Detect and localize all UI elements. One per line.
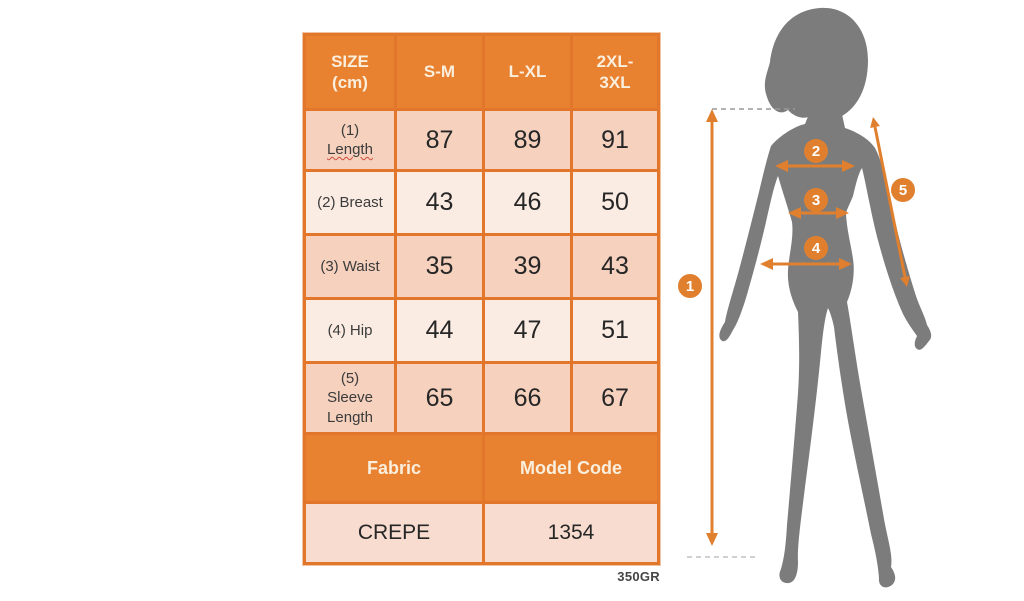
marker-2: 2: [804, 139, 828, 163]
silhouette-body: [719, 110, 932, 588]
size-sm-label: S-M: [423, 62, 456, 82]
value-waist-2xl3xl: 43: [573, 236, 657, 297]
value-hip-2xl3xl: 51: [573, 300, 657, 361]
breast-arrow: [775, 160, 855, 172]
model-code-header: Model Code: [485, 435, 657, 501]
value-breast-sm: 43: [397, 172, 482, 233]
value-length-2xl3xl: 91: [573, 111, 657, 169]
value-hip-lxl: 47: [485, 300, 570, 361]
row-number: (5): [340, 369, 360, 387]
marker-4-label: 4: [812, 240, 821, 257]
value-sleeve-lxl: 66: [485, 364, 570, 432]
measurement-figure: 1 2 3 4 5: [675, 0, 1024, 601]
row-number: (3): [320, 257, 339, 275]
marker-1-label: 1: [686, 278, 694, 295]
size-lxl-label: L-XL: [508, 62, 547, 82]
value-hip-sm: 44: [397, 300, 482, 361]
row-name: Breast: [339, 193, 383, 211]
column-header-sm: S-M: [397, 36, 482, 108]
column-header-lxl: L-XL: [485, 36, 570, 108]
row-name: Length: [327, 141, 373, 158]
weight-note: 350GR: [617, 569, 660, 584]
row-number: (4): [327, 321, 346, 339]
row-label-length: (1) Length: [306, 111, 394, 169]
marker-3-label: 3: [812, 192, 820, 209]
value-sleeve-2xl3xl: 67: [573, 364, 657, 432]
row-label-hip: (4) Hip: [306, 300, 394, 361]
marker-3: 3: [804, 188, 828, 212]
size-unit-label: SIZE (cm): [331, 51, 369, 92]
row-name: Waist: [342, 257, 380, 275]
column-header-2xl3xl: 2XL-3XL: [573, 36, 657, 108]
value-waist-sm: 35: [397, 236, 482, 297]
row-name: Hip: [349, 321, 373, 339]
model-code-value: 1354: [485, 504, 657, 562]
row-label-waist: (3) Waist: [306, 236, 394, 297]
value-waist-lxl: 39: [485, 236, 570, 297]
column-header-size-unit: SIZE (cm): [306, 36, 394, 108]
hip-arrow: [760, 258, 852, 270]
value-breast-2xl3xl: 50: [573, 172, 657, 233]
marker-4: 4: [804, 236, 828, 260]
fabric-value: CREPE: [306, 504, 482, 562]
value-length-lxl: 89: [485, 111, 570, 169]
marker-2-label: 2: [812, 143, 820, 160]
marker-5: 5: [891, 178, 915, 202]
fabric-header: Fabric: [306, 435, 482, 501]
value-sleeve-sm: 65: [397, 364, 482, 432]
row-label-sleeve-length: (5) Sleeve Length: [306, 364, 394, 432]
value-length-sm: 87: [397, 111, 482, 169]
marker-5-label: 5: [899, 182, 907, 199]
row-number: (1): [340, 121, 360, 139]
marker-1: 1: [678, 274, 702, 298]
row-number: (2): [317, 193, 336, 211]
length-arrow: [706, 109, 718, 546]
row-label-breast: (2) Breast: [306, 172, 394, 233]
female-silhouette-diagram: 1 2 3 4 5: [678, 7, 932, 588]
size-chart-table: SIZE (cm) S-M L-XL 2XL-3XL (1) Length 87…: [302, 32, 661, 566]
sleeve-arrow: [870, 117, 910, 287]
value-breast-lxl: 46: [485, 172, 570, 233]
size-2xl3xl-label: 2XL-3XL: [596, 51, 634, 92]
row-name: Sleeve Length: [327, 389, 373, 426]
silhouette-head: [764, 7, 868, 120]
waist-arrow: [788, 207, 849, 219]
